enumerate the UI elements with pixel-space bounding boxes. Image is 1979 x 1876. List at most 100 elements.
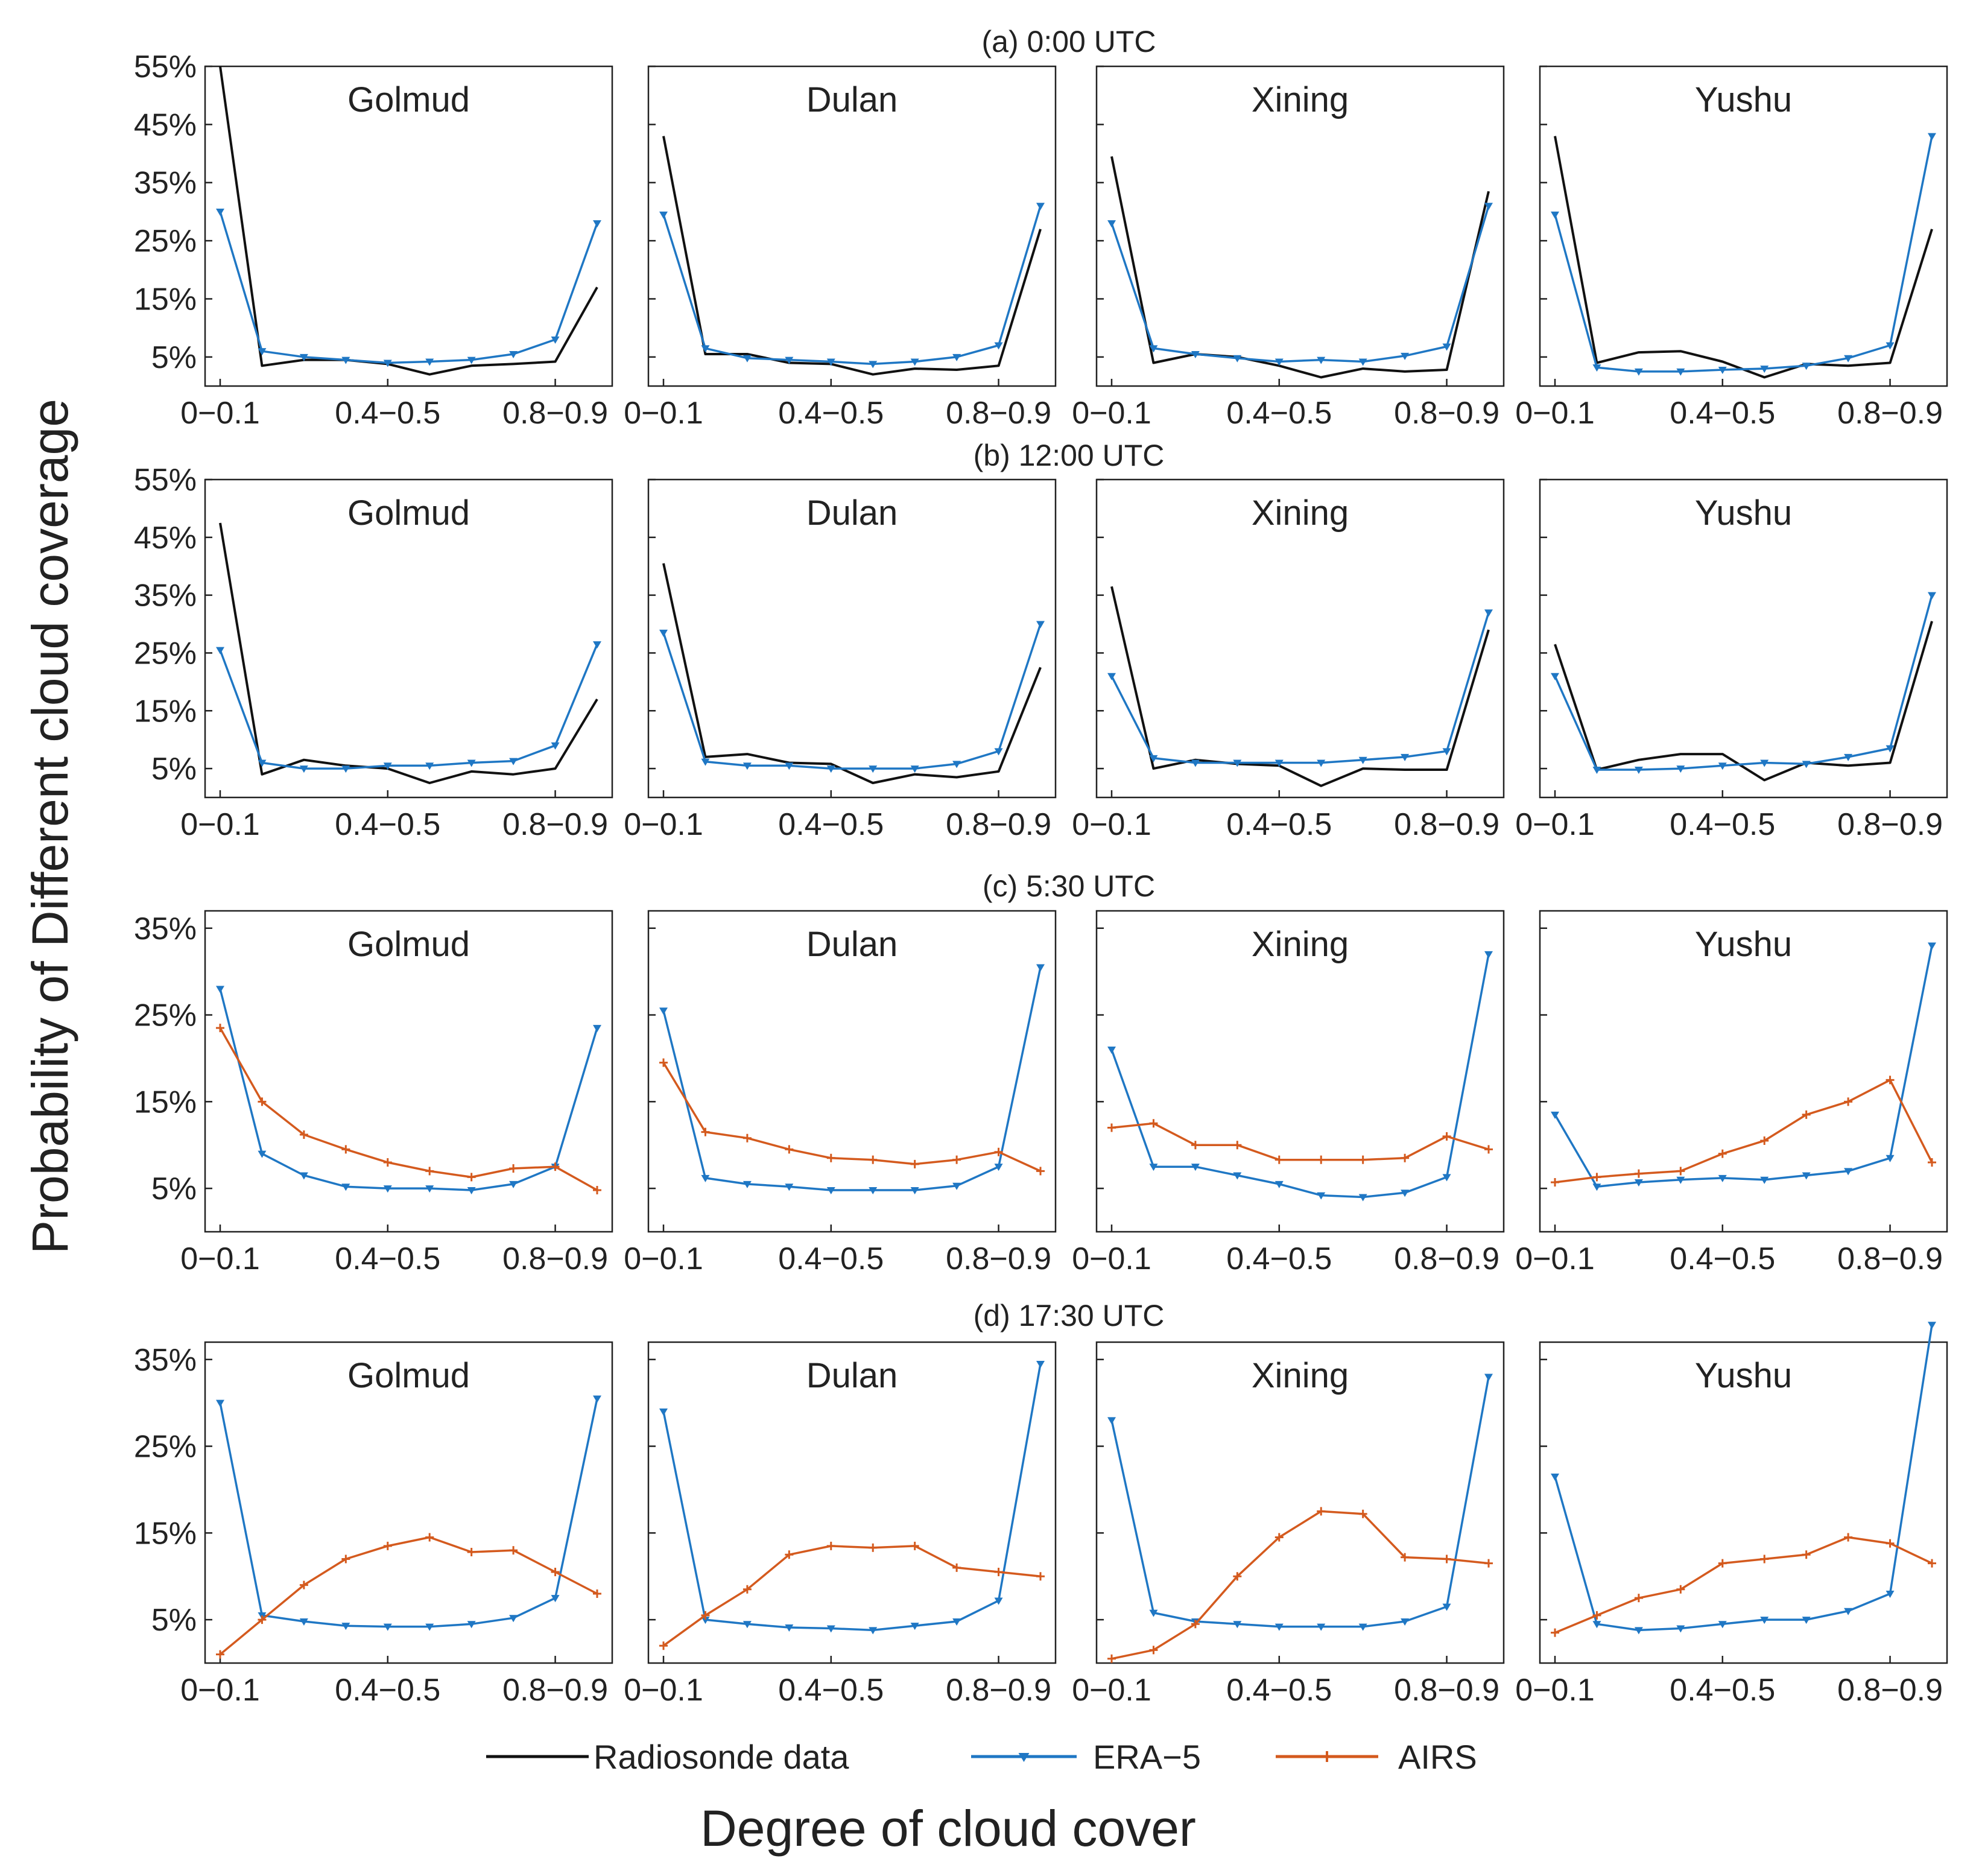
- era5-point: [1036, 1360, 1045, 1368]
- panel-dulan: Dulan 0−0.1 0.4−0.5 0.8−0.9: [624, 910, 1057, 1276]
- x-tick-label: 0.4−0.5: [1670, 1241, 1775, 1276]
- era5-point: [383, 1185, 392, 1193]
- era5-point: [1802, 363, 1811, 370]
- era5-point: [1274, 759, 1284, 767]
- airs-point: [1317, 1155, 1326, 1164]
- era5-series-line: [219, 644, 598, 770]
- y-tick-label: 25%: [134, 998, 197, 1033]
- airs-point: [1718, 1149, 1727, 1158]
- x-tick-label: 0.4−0.5: [778, 396, 884, 431]
- panel-frame: [1095, 1341, 1505, 1664]
- era5-point: [467, 1187, 476, 1194]
- airs-point: [1802, 1110, 1811, 1119]
- airs-point: [1551, 1178, 1559, 1187]
- airs-point: [1760, 1554, 1769, 1564]
- x-tick-label: 0.8−0.9: [1394, 1673, 1499, 1708]
- x-tick-label: 0−0.1: [624, 807, 703, 842]
- era5-point: [425, 1185, 434, 1193]
- era5-point: [1107, 220, 1116, 228]
- era5-point: [467, 357, 476, 364]
- station-label: Dulan: [806, 925, 898, 964]
- airs-point: [1928, 1158, 1936, 1167]
- legend-item-airs: AIRS: [1276, 1738, 1477, 1776]
- station-label: Dulan: [806, 493, 898, 533]
- era5-point: [1676, 765, 1685, 773]
- x-tick-label: 0−0.1: [180, 1673, 260, 1708]
- era5-point: [952, 1182, 961, 1190]
- era5-series-line: [219, 211, 598, 364]
- airs-point: [1191, 1620, 1200, 1629]
- era5-point: [785, 357, 794, 364]
- era5-point: [1676, 368, 1685, 376]
- airs-point: [1844, 1533, 1853, 1542]
- x-tick-label: 0.4−0.5: [1226, 1673, 1332, 1708]
- airs-point: [1358, 1509, 1367, 1518]
- airs-point: [1592, 1611, 1601, 1620]
- y-tick-label: 5%: [151, 752, 197, 787]
- airs-point: [1036, 1167, 1045, 1176]
- radiosonde-series-line: [1554, 621, 1933, 782]
- era5-point: [509, 351, 518, 358]
- era5-point: [216, 647, 224, 654]
- x-tick-label: 0−0.1: [1515, 807, 1595, 842]
- x-tick-label: 0−0.1: [1515, 396, 1595, 431]
- era5-point: [826, 765, 835, 773]
- era5-point: [994, 1597, 1003, 1605]
- era5-point: [551, 1595, 560, 1603]
- era5-point: [425, 1623, 434, 1631]
- era5-point: [743, 355, 752, 363]
- airs-point: [509, 1546, 518, 1555]
- airs-point: [299, 1130, 308, 1139]
- airs-point: [1886, 1539, 1895, 1548]
- era5-point: [1107, 673, 1116, 680]
- era5-point: [785, 1184, 794, 1191]
- panel-frame: [1539, 478, 1948, 799]
- airs-point: [659, 1058, 668, 1067]
- era5-point: [869, 1627, 878, 1635]
- x-tick-label: 0.8−0.9: [1394, 807, 1499, 842]
- station-label: Golmud: [347, 80, 470, 119]
- airs-point: [1484, 1145, 1493, 1154]
- era5-point: [1358, 756, 1367, 764]
- era5-point: [1928, 592, 1936, 600]
- era5-point: [1592, 1621, 1601, 1629]
- era5-series-line: [662, 205, 1042, 366]
- era5-point: [216, 986, 224, 993]
- era5-point: [1886, 342, 1895, 350]
- era5-point: [299, 1172, 308, 1180]
- x-tick-label: 0−0.1: [1072, 807, 1151, 842]
- x-tick-label: 0.8−0.9: [1394, 396, 1499, 431]
- panel-golmud: Golmud 5% 15% 25% 35% 45% 55% 0−0.1 0.4−0.5 0.8−0…: [134, 49, 613, 431]
- era5-point: [1634, 1627, 1643, 1635]
- era5-point: [551, 336, 560, 344]
- era5-point: [1592, 364, 1601, 372]
- era5-point: [258, 348, 267, 356]
- era5-point: [425, 762, 434, 770]
- panel-grid: (a) 0:00 UTC Golmud 5% 15% 25% 35% 45% 55% 0−0.1…: [134, 25, 1948, 1708]
- panel-frame: [647, 910, 1057, 1233]
- panel-frame: [647, 65, 1057, 387]
- y-tick-label: 35%: [134, 911, 197, 946]
- era5-point: [1551, 1473, 1559, 1481]
- era5-point: [1484, 609, 1493, 617]
- era5-point: [701, 758, 710, 766]
- x-tick-label: 0.8−0.9: [1837, 396, 1943, 431]
- row-title: (a) 0:00 UTC: [982, 25, 1156, 59]
- panel-golmud: Golmud 5% 15% 25% 35% 45% 55% 0−0.1 0.4−0.5 0.8−0…: [134, 463, 613, 842]
- panel-frame: [1095, 910, 1505, 1233]
- airs-point: [994, 1568, 1003, 1577]
- era5-point: [1802, 1617, 1811, 1624]
- radiosonde-series-line: [219, 66, 598, 376]
- y-tick-label: 15%: [134, 694, 197, 729]
- legend-label: ERA−5: [1093, 1738, 1201, 1776]
- airs-point: [1401, 1553, 1410, 1562]
- era5-point: [659, 1007, 668, 1015]
- panel-frame: [647, 1341, 1057, 1664]
- era5-point: [1149, 755, 1158, 762]
- era5-point: [1634, 767, 1643, 775]
- panel-frame: [1539, 910, 1948, 1233]
- airs-point: [1107, 1654, 1116, 1663]
- panel-frame: [204, 65, 613, 387]
- y-tick-label: 45%: [134, 107, 197, 142]
- era5-point: [952, 353, 961, 361]
